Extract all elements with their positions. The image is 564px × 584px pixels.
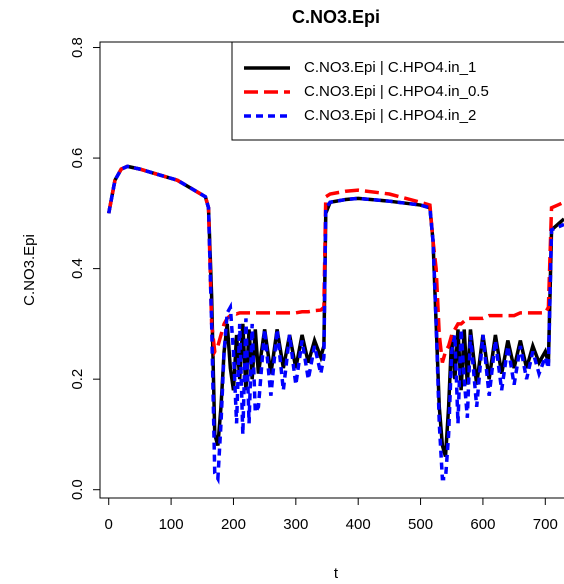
x-tick-label: 400 bbox=[346, 516, 371, 533]
x-tick-label: 0 bbox=[105, 516, 113, 533]
series-line bbox=[107, 164, 564, 458]
legend-label: C.NO3.Epi | C.HPO4.in_0.5 bbox=[304, 83, 489, 100]
x-tick-label: 300 bbox=[283, 516, 308, 533]
x-tick-label: 700 bbox=[533, 516, 558, 533]
x-tick-label: 600 bbox=[470, 516, 495, 533]
chart-title: C.NO3.Epi bbox=[292, 7, 380, 27]
y-tick-label: 0.8 bbox=[69, 37, 86, 58]
y-tick-label: 0.4 bbox=[69, 258, 86, 279]
x-axis-label: t bbox=[334, 565, 339, 582]
y-tick-label: 0.0 bbox=[69, 479, 86, 500]
y-tick-label: 0.6 bbox=[69, 148, 86, 169]
plot-area bbox=[107, 164, 564, 485]
series-line bbox=[107, 164, 564, 364]
x-tick-label: 500 bbox=[408, 516, 433, 533]
x-tick-label: 200 bbox=[221, 516, 246, 533]
y-axis-label: C.NO3.Epi bbox=[21, 234, 38, 306]
y-tick-label: 0.2 bbox=[69, 369, 86, 390]
legend-label: C.NO3.Epi | C.HPO4.in_2 bbox=[304, 107, 476, 124]
x-tick-label: 100 bbox=[159, 516, 184, 533]
legend-label: C.NO3.Epi | C.HPO4.in_1 bbox=[304, 59, 476, 76]
series-line bbox=[107, 164, 564, 485]
